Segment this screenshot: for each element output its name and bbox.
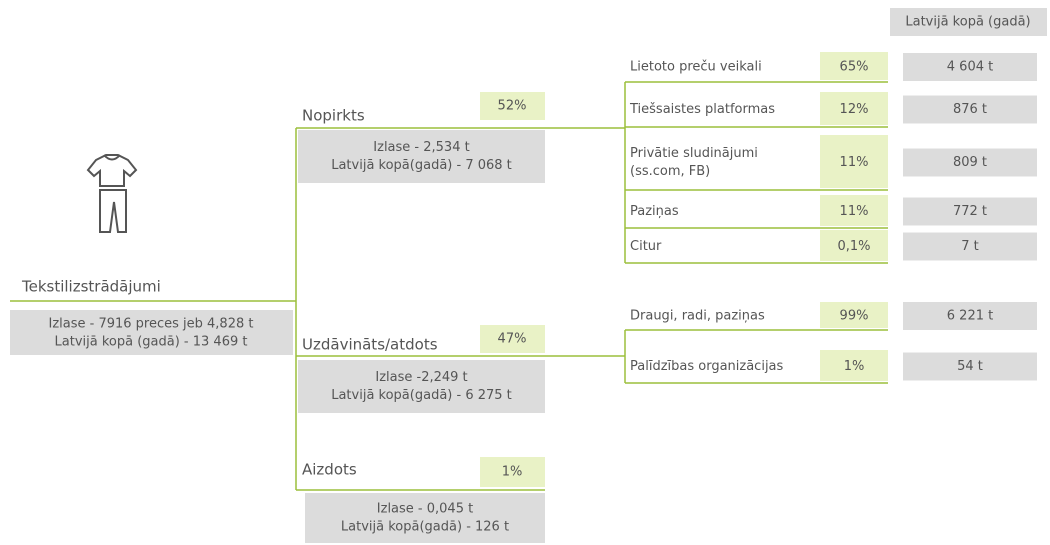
channel-share: 11% <box>840 155 869 170</box>
details-box <box>298 130 545 183</box>
branch-label: Nopirkts <box>302 107 365 125</box>
channel-share: 0,1% <box>837 239 870 254</box>
details-box <box>305 493 545 543</box>
channel-share: 99% <box>840 309 869 324</box>
channel-label: Tiešsaistes platformas <box>629 102 775 117</box>
branch-detail: Latvijā kopā(gadā) - 6 275 t <box>331 388 512 403</box>
share-box <box>480 325 545 353</box>
details-box <box>298 360 545 413</box>
channel-total: 54 t <box>957 359 983 374</box>
share-box <box>820 350 888 381</box>
channel-label: Paziņas <box>630 204 679 219</box>
channel-share: 1% <box>844 359 865 374</box>
total-box <box>903 197 1037 226</box>
share-box <box>820 52 888 80</box>
header-box <box>890 8 1047 36</box>
branch-label: Uzdāvināts/atdots <box>302 336 438 354</box>
channel-label: Palīdzības organizācijas <box>630 359 784 374</box>
channel-label: Privātie sludinājumi <box>630 146 758 161</box>
branch-detail: Latvijā kopā(gadā) - 126 t <box>341 520 509 535</box>
channel-label: (ss.com, FB) <box>630 164 710 179</box>
root-detail: Izlase - 7916 preces jeb 4,828 t <box>49 317 254 332</box>
total-box <box>903 352 1037 381</box>
branch-detail: Izlase -2,249 t <box>375 370 467 385</box>
channel-total: 772 t <box>953 204 987 219</box>
share-box <box>820 92 888 125</box>
total-box <box>903 302 1037 330</box>
branch-detail: Izlase - 0,045 t <box>377 502 473 517</box>
channel-share: 11% <box>840 204 869 219</box>
total-box <box>903 232 1037 261</box>
branch-share: 1% <box>502 465 523 480</box>
channel-total: 4 604 t <box>947 60 993 75</box>
channel-label: Citur <box>630 239 662 254</box>
channel-share: 65% <box>840 60 869 75</box>
branch-share: 47% <box>498 332 527 347</box>
channel-label: Lietoto preču veikali <box>630 60 762 75</box>
branch-share: 52% <box>498 99 527 114</box>
branch-label: Aizdots <box>302 461 357 479</box>
header-title: Latvijā kopā (gadā) <box>905 15 1030 30</box>
share-box <box>820 302 888 328</box>
branch-detail: Izlase - 2,534 t <box>373 140 469 155</box>
total-box <box>903 53 1037 81</box>
root-details-box <box>10 310 293 355</box>
root-detail: Latvijā kopā (gadā) - 13 469 t <box>55 335 248 350</box>
channel-total: 7 t <box>961 239 979 254</box>
total-box <box>903 148 1037 177</box>
root-label: Tekstilizstrādājumi <box>21 278 161 296</box>
channel-total: 876 t <box>953 102 987 117</box>
channel-total: 6 221 t <box>947 309 993 324</box>
branch-detail: Latvijā kopā(gadā) - 7 068 t <box>331 158 512 173</box>
channel-share: 12% <box>840 102 869 117</box>
channel-label: Draugi, radi, paziņas <box>630 309 765 324</box>
share-box <box>820 135 888 188</box>
channel-total: 809 t <box>953 155 987 170</box>
clothing-icon <box>86 154 138 233</box>
share-box <box>480 92 545 120</box>
share-box <box>480 457 545 487</box>
share-box <box>820 230 888 261</box>
total-box <box>903 95 1037 124</box>
share-box <box>820 195 888 226</box>
